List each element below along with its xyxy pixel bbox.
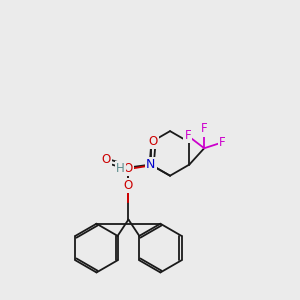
Text: N: N bbox=[146, 158, 155, 171]
Text: O: O bbox=[148, 135, 158, 148]
Text: O: O bbox=[101, 153, 110, 166]
Text: F: F bbox=[201, 122, 208, 135]
Text: O: O bbox=[123, 162, 133, 175]
Text: F: F bbox=[184, 129, 191, 142]
Text: H: H bbox=[116, 162, 125, 175]
Text: F: F bbox=[219, 136, 226, 149]
Text: O: O bbox=[124, 179, 133, 192]
